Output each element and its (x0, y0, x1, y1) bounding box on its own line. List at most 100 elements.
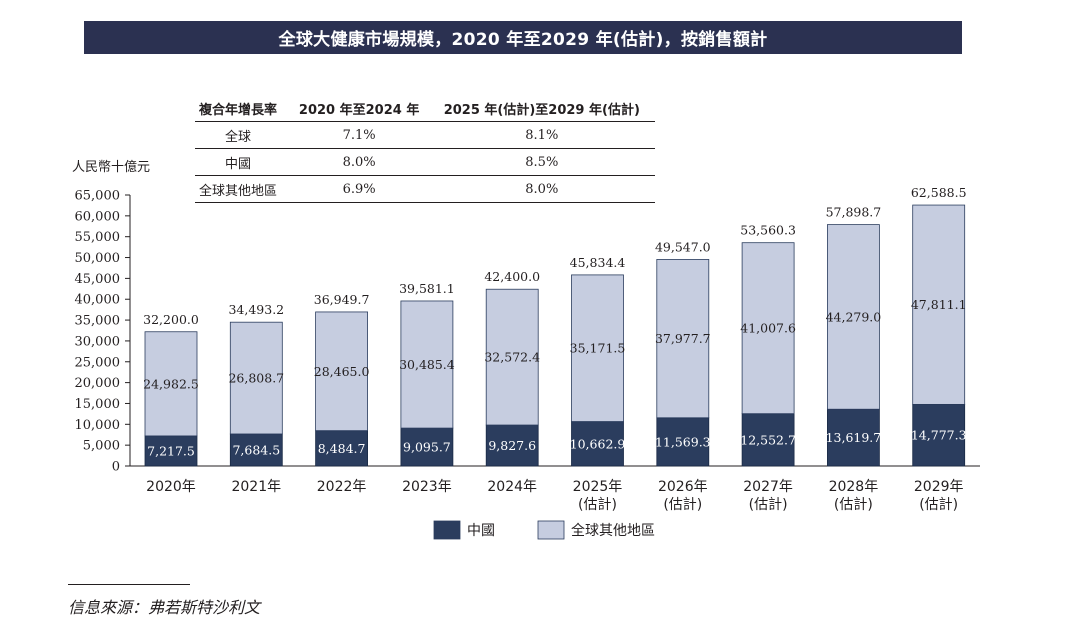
cagr-value: 7.1% (289, 121, 429, 149)
x-category-label: (估計) (578, 497, 617, 513)
bar-total-label: 45,834.4 (570, 255, 626, 270)
bar-value-label-china: 11,569.3 (655, 434, 711, 449)
bar-segment-china (315, 430, 369, 467)
cagr-header-period-1: 2020 年至2024 年 (289, 95, 429, 122)
bar-total-label: 42,400.0 (484, 269, 540, 284)
x-category-label: (估計) (919, 497, 958, 513)
x-category-label: 2024年 (487, 479, 537, 495)
chart-title: 全球大健康市場規模，2020 年至2029 年(估計)，按銷售額計 (84, 21, 962, 54)
y-tick-label: 25,000 (75, 355, 121, 370)
y-tick-label: 35,000 (75, 314, 121, 329)
y-tick-label: 15,000 (75, 397, 121, 412)
bar-value-label-china: 8,484.7 (318, 441, 366, 456)
y-tick-label: 0 (112, 460, 120, 475)
bar-value-label-china: 7,684.5 (232, 442, 280, 457)
cagr-row-china: 中國 8.0% 8.5% (195, 148, 655, 176)
bar-segment-rest-of-world (315, 311, 369, 432)
bar-segment-rest-of-world (912, 204, 966, 405)
x-category-label: 2023年 (402, 479, 452, 495)
bar-value-label-china: 10,662.9 (570, 436, 626, 451)
bar-segment-china (827, 408, 880, 467)
y-tick-label: 50,000 (75, 251, 121, 266)
legend-swatch-china (433, 520, 461, 540)
bar-segment-china (144, 435, 198, 467)
bar-segment-rest-of-world (827, 224, 880, 410)
cagr-value: 8.0% (428, 175, 655, 203)
source-note: 信息來源：弗若斯特沙利文 (68, 598, 261, 617)
legend-label-rest-of-world: 全球其他地區 (571, 522, 655, 539)
cagr-row-global: 全球 7.1% 8.1% (195, 121, 655, 149)
bar-segment-china (485, 424, 539, 467)
bar-value-label-rest-of-world: 47,811.1 (911, 297, 967, 312)
bar-value-label-rest-of-world: 28,465.0 (314, 364, 370, 379)
bar-value-label-rest-of-world: 24,982.5 (143, 376, 199, 391)
bar-value-label-rest-of-world: 26,808.7 (228, 371, 284, 386)
bar-segment-rest-of-world (229, 321, 283, 435)
y-tick-label: 30,000 (75, 334, 121, 349)
x-category-label: (估計) (834, 497, 873, 513)
bar-total-label: 32,200.0 (143, 312, 199, 327)
y-tick-label: 65,000 (75, 189, 121, 204)
y-tick-label: 5,000 (83, 439, 120, 454)
bar-value-label-china: 7,217.5 (147, 443, 195, 458)
bar-total-label: 36,949.7 (314, 292, 370, 307)
cagr-table: 複合年增長率 2020 年至2024 年 2025 年(估計)至2029 年(估… (195, 95, 655, 203)
x-category-label: 2028年 (829, 479, 879, 495)
bar-segment-rest-of-world (144, 331, 198, 437)
bar-segment-china (656, 417, 710, 467)
x-category-label: (估計) (749, 497, 788, 513)
bar-total-label: 62,588.5 (911, 185, 967, 200)
bar-segment-china (400, 427, 454, 467)
bar-value-label-rest-of-world: 35,171.5 (570, 341, 626, 356)
cagr-header-row: 複合年增長率 2020 年至2024 年 2025 年(估計)至2029 年(估… (195, 95, 655, 122)
bar-value-label-rest-of-world: 30,485.4 (399, 357, 455, 372)
bar-value-label-china: 9,827.6 (488, 438, 536, 453)
cagr-region: 中國 (195, 148, 290, 176)
y-tick-label: 10,000 (75, 418, 121, 433)
cagr-region: 全球其他地區 (195, 175, 290, 203)
x-category-label: 2027年 (743, 479, 793, 495)
bar-total-label: 34,493.2 (228, 302, 284, 317)
bar-total-label: 53,560.3 (740, 223, 796, 238)
cagr-value: 6.9% (289, 175, 429, 203)
bar-segment-rest-of-world (656, 259, 710, 419)
cagr-value: 8.1% (428, 121, 655, 149)
y-tick-label: 20,000 (75, 376, 121, 391)
cagr-region: 全球 (195, 121, 290, 149)
bar-total-label: 49,547.0 (655, 239, 711, 254)
cagr-row-rest-of-world: 全球其他地區 6.9% 8.0% (195, 175, 655, 203)
x-category-label: 2026年 (658, 479, 708, 495)
x-category-label: 2025年 (573, 479, 623, 495)
bar-segment-rest-of-world (400, 300, 454, 429)
x-category-label: 2020年 (146, 479, 196, 495)
y-tick-label: 55,000 (75, 230, 121, 245)
y-tick-label: 45,000 (75, 272, 121, 287)
cagr-header-period-2: 2025 年(估計)至2029 年(估計) (428, 95, 655, 122)
cagr-value: 8.5% (428, 148, 655, 176)
y-tick-label: 40,000 (75, 293, 121, 308)
legend-label-china: 中國 (467, 523, 495, 539)
cagr-value: 8.0% (289, 148, 429, 176)
cagr-header-label: 複合年增長率 (195, 95, 290, 122)
bar-segment-rest-of-world (485, 288, 539, 426)
bar-value-label-rest-of-world: 37,977.7 (655, 331, 711, 346)
bar-segment-china (571, 421, 624, 467)
source-divider (68, 584, 190, 585)
bar-value-label-rest-of-world: 41,007.6 (740, 321, 796, 336)
y-axis-unit-label: 人民幣十億元 (72, 160, 151, 175)
bar-segment-rest-of-world (741, 242, 795, 415)
bar-value-label-rest-of-world: 44,279.0 (826, 309, 882, 324)
bar-segment-china (741, 413, 795, 467)
x-category-label: 2029年 (914, 479, 964, 495)
bar-value-label-china: 12,552.7 (740, 432, 796, 447)
bar-value-label-china: 14,777.3 (911, 428, 967, 443)
x-category-label: 2021年 (231, 479, 281, 495)
bar-total-label: 57,898.7 (826, 205, 882, 220)
bar-segment-rest-of-world (571, 274, 624, 422)
x-category-label: 2022年 (317, 479, 367, 495)
y-tick-label: 60,000 (75, 209, 121, 224)
x-category-label: (估計) (663, 497, 702, 513)
bar-value-label-rest-of-world: 32,572.4 (484, 350, 540, 365)
bar-total-label: 39,581.1 (399, 281, 455, 296)
